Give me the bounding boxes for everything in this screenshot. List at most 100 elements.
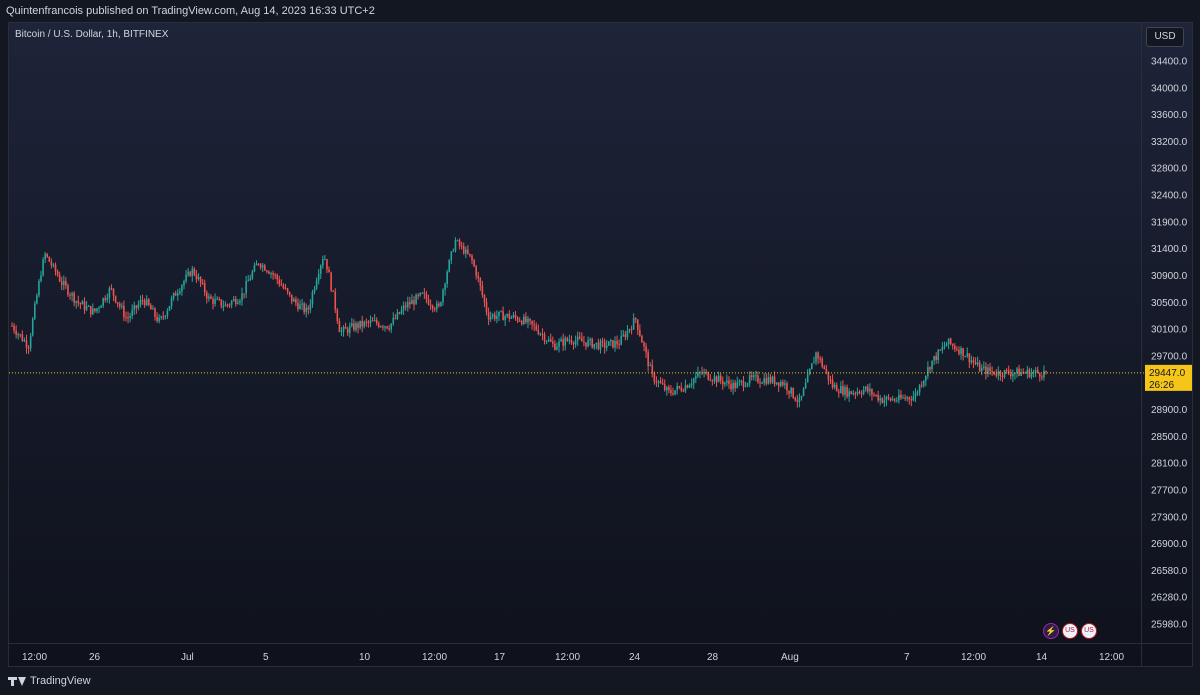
candle-body-up xyxy=(808,369,811,375)
candle-body-down xyxy=(417,294,419,296)
us-flag-icon[interactable]: US xyxy=(1062,623,1078,639)
candle-body-up xyxy=(891,399,894,401)
candle-body-down xyxy=(94,308,96,312)
event-markers: ⚡ US US xyxy=(1043,623,1097,639)
candle-body-up xyxy=(510,317,513,319)
candle-body-up xyxy=(179,291,181,294)
candle-body-up xyxy=(918,385,921,393)
candle-body-up xyxy=(806,374,809,383)
candle-body-up xyxy=(862,389,865,394)
candle-body-down xyxy=(875,394,877,396)
candle-body-down xyxy=(929,367,931,370)
candle-body-down xyxy=(234,299,237,304)
candle-body-up xyxy=(589,338,591,341)
candle-body-down xyxy=(413,300,415,305)
candle-body-up xyxy=(44,253,46,260)
candle-body-down xyxy=(67,285,69,295)
candle-body-up xyxy=(605,345,608,348)
candle-body-down xyxy=(278,279,281,285)
candle-body-up xyxy=(450,251,453,261)
candle-body-up xyxy=(322,259,324,266)
candle-body-down xyxy=(794,397,797,401)
lightning-icon[interactable]: ⚡ xyxy=(1043,623,1059,639)
candle-body-up xyxy=(406,302,409,308)
candle-body-up xyxy=(916,392,919,394)
candle-body-down xyxy=(533,324,535,326)
candle-body-up xyxy=(435,303,438,310)
candle-body-up xyxy=(245,281,247,294)
candle-body-up xyxy=(139,300,142,305)
candle-body-down xyxy=(707,372,710,380)
candle-body-down xyxy=(361,320,363,327)
candle-body-down xyxy=(514,315,517,318)
price-tick-label: 32800.0 xyxy=(1151,164,1188,175)
candle-body-up xyxy=(869,389,871,392)
candle-body-up xyxy=(964,356,966,358)
candle-body-down xyxy=(508,313,511,319)
candle-body-down xyxy=(850,391,853,395)
candle-body-down xyxy=(303,303,305,313)
candle-body-down xyxy=(842,386,844,395)
candle-body-down xyxy=(711,380,714,382)
candle-body-down xyxy=(274,274,276,276)
candle-body-down xyxy=(388,328,390,330)
candle-body-down xyxy=(15,330,17,335)
candle-body-up xyxy=(152,308,154,310)
candle-body-down xyxy=(757,375,759,383)
candle-body-down xyxy=(371,320,374,322)
time-tick-label: 12:00 xyxy=(422,652,447,663)
candle-body-up xyxy=(987,367,989,375)
candle-body-up xyxy=(771,376,774,383)
candle-body-up xyxy=(692,378,695,384)
candle-body-up xyxy=(885,396,888,401)
price-tick-label: 26580.0 xyxy=(1151,566,1188,577)
candle-body-down xyxy=(54,264,57,272)
candle-body-up xyxy=(676,386,678,391)
us-flag-icon[interactable]: US xyxy=(1081,623,1097,639)
candlestick-chart[interactable]: 34400.0 34000.0 33600.0 33200.0 32800.0 32400… xyxy=(9,23,1193,667)
candle-body-down xyxy=(782,382,784,385)
candle-body-down xyxy=(79,303,82,305)
price-tick-label: 31900.0 xyxy=(1151,217,1188,228)
time-tick-label: 12:00 xyxy=(1099,652,1124,663)
candle-body-down xyxy=(709,379,712,381)
candle-body-down xyxy=(978,362,981,372)
currency-button[interactable]: USD xyxy=(1146,27,1184,47)
candle-body-down xyxy=(203,282,206,293)
candle-body-down xyxy=(531,320,533,325)
candle-body-up xyxy=(556,346,558,350)
candle-body-down xyxy=(860,393,863,395)
chart-panel[interactable]: Bitcoin / U.S. Dollar, 1h, BITFINEX USD … xyxy=(8,22,1193,667)
candle-body-down xyxy=(742,380,745,387)
candle-body-up xyxy=(33,303,36,319)
candle-body-down xyxy=(338,321,341,332)
price-axis[interactable] xyxy=(1141,23,1192,666)
candle-body-down xyxy=(125,317,127,319)
candle-body-down xyxy=(288,291,291,295)
candle-body-down xyxy=(469,253,471,256)
candle-body-down xyxy=(1036,370,1039,373)
candle-body-down xyxy=(985,366,987,375)
candle-body-up xyxy=(879,398,882,401)
candle-body-up xyxy=(833,385,836,388)
footer: TradingView xyxy=(0,667,1200,695)
candle-body-down xyxy=(475,266,477,276)
candle-body-down xyxy=(377,323,380,327)
candle-body-down xyxy=(425,294,428,300)
candle-body-down xyxy=(603,341,606,348)
candle-body-up xyxy=(1043,370,1045,378)
candle-body-up xyxy=(1020,372,1022,376)
candle-body-up xyxy=(945,344,948,347)
time-axis[interactable] xyxy=(9,643,1192,666)
candle-body-down xyxy=(817,352,819,359)
candle-body-up xyxy=(456,240,459,242)
candle-body-up xyxy=(145,299,148,306)
candle-body-up xyxy=(230,301,233,305)
candle-body-down xyxy=(13,325,15,331)
candle-body-up xyxy=(170,298,173,307)
symbol-title: Bitcoin / U.S. Dollar, 1h, BITFINEX xyxy=(15,29,169,40)
candle-body-up xyxy=(688,385,691,388)
candle-body-down xyxy=(25,340,28,348)
candle-body-up xyxy=(1030,372,1033,378)
candle-body-up xyxy=(717,375,720,383)
